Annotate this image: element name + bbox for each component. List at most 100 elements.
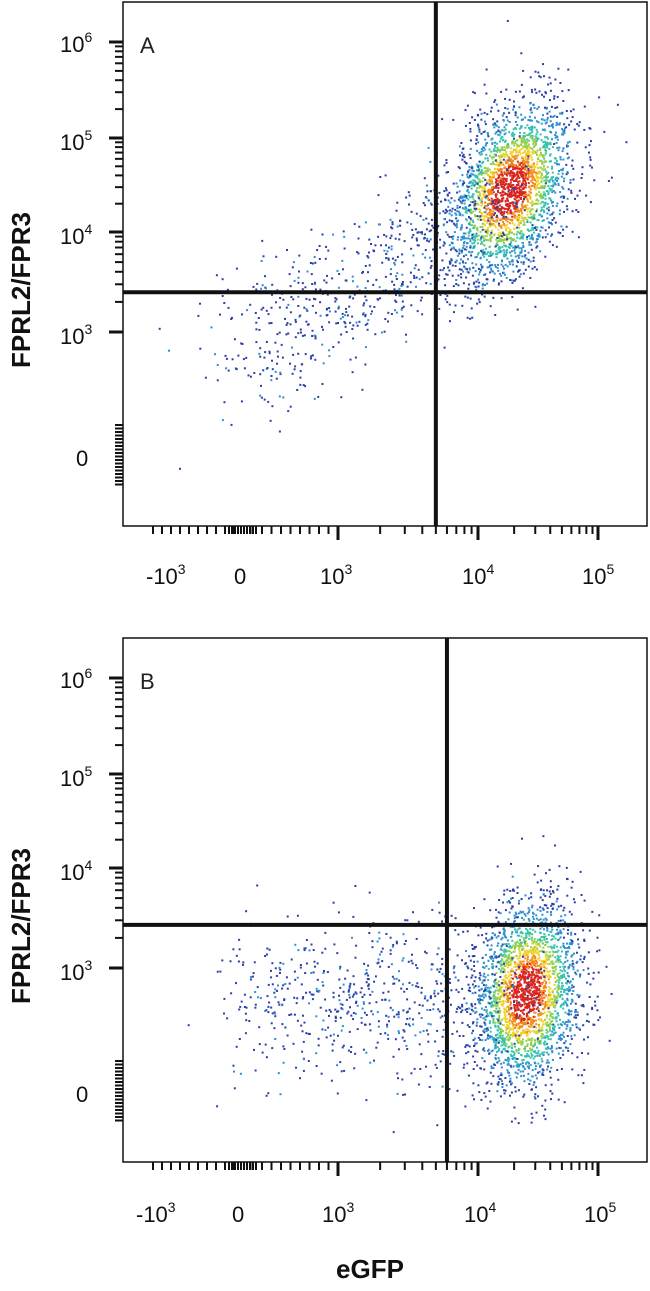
event-dot [529, 1056, 532, 1059]
event-dot [527, 173, 530, 176]
event-dot [535, 202, 538, 205]
y-axis-title: FPRL2/FPR3 [6, 212, 36, 368]
event-dot [552, 180, 555, 183]
event-dot [515, 233, 518, 236]
event-dot [510, 147, 513, 150]
event-dot [554, 182, 556, 185]
event-dot [557, 931, 560, 934]
event-dot [518, 226, 521, 229]
event-dot [509, 945, 512, 948]
event-dot [566, 208, 569, 211]
event-dot [506, 888, 509, 891]
event-dot [411, 236, 414, 239]
event-dot [481, 284, 484, 287]
event-dot [518, 217, 521, 220]
event-dot [497, 251, 500, 254]
event-dot [466, 185, 468, 188]
event-dot [474, 209, 477, 212]
event-dot [467, 191, 470, 194]
event-dot [505, 239, 508, 242]
event-dot [532, 256, 535, 259]
event-dot [568, 1020, 571, 1023]
event-dot [535, 998, 538, 1001]
event-dot [531, 178, 534, 181]
event-dot [495, 242, 498, 245]
event-dot [508, 222, 511, 225]
event-dot [509, 170, 512, 172]
event-dot [500, 280, 503, 283]
event-dot [546, 233, 549, 236]
event-dot [519, 954, 522, 957]
event-dot [526, 228, 529, 231]
event-dot [489, 1100, 492, 1103]
event-dot [490, 231, 493, 234]
event-dot [545, 1016, 548, 1019]
event-dot [506, 155, 509, 158]
event-dot [475, 189, 478, 192]
event-dot [546, 146, 549, 149]
event-dot [519, 163, 522, 166]
event-dot [526, 955, 529, 958]
event-dot [530, 1112, 533, 1115]
event-dot [511, 1022, 514, 1025]
event-dot [564, 914, 567, 917]
event-dot [540, 972, 543, 975]
event-dot [542, 205, 545, 208]
event-dot [498, 1014, 501, 1017]
event-dot [518, 196, 521, 199]
event-dot [498, 180, 501, 183]
event-dot [562, 1049, 565, 1052]
event-dot [570, 189, 573, 192]
event-dot [524, 145, 527, 148]
event-dot [497, 248, 500, 251]
event-dot [514, 1057, 517, 1060]
event-dot [473, 224, 476, 227]
event-dot [463, 207, 466, 210]
event-dot [540, 195, 543, 198]
event-dot [503, 929, 506, 932]
event-dot [528, 934, 531, 937]
event-dot [543, 1006, 546, 1009]
event-dot [527, 234, 530, 237]
event-dot [493, 233, 496, 236]
event-dot [481, 956, 484, 959]
event-dot [576, 1011, 579, 1014]
event-dot [356, 285, 359, 288]
event-dot [480, 199, 483, 202]
event-dot [548, 951, 551, 954]
event-dot [224, 354, 227, 357]
event-dot [498, 1007, 501, 1010]
event-dot [474, 1042, 477, 1045]
event-dot [515, 1061, 518, 1064]
event-dot [528, 909, 531, 912]
event-dot [476, 229, 479, 232]
event-dot [508, 207, 511, 210]
event-dot [299, 314, 302, 317]
event-dot [482, 146, 485, 149]
event-dot [466, 316, 469, 319]
event-dot [560, 950, 563, 953]
event-dot [489, 245, 492, 248]
event-dot [469, 221, 472, 224]
event-dot [476, 1021, 479, 1024]
event-dot [541, 155, 544, 158]
event-dot [471, 233, 474, 236]
event-dot [512, 944, 515, 947]
event-dot [548, 180, 550, 183]
event-dot [311, 262, 314, 265]
event-dot [492, 280, 495, 282]
event-dot [476, 235, 478, 238]
event-dot [487, 190, 490, 193]
event-dot [319, 288, 322, 291]
event-dot [520, 1042, 523, 1045]
event-dot [490, 106, 493, 109]
event-dot [463, 199, 466, 202]
event-dot [481, 180, 484, 183]
event-dot [556, 986, 559, 989]
event-dot [464, 1105, 467, 1108]
event-dot [531, 972, 534, 975]
event-dot [559, 1039, 562, 1041]
event-dot [498, 282, 500, 285]
event-dot [495, 171, 498, 174]
event-dot [561, 994, 564, 997]
